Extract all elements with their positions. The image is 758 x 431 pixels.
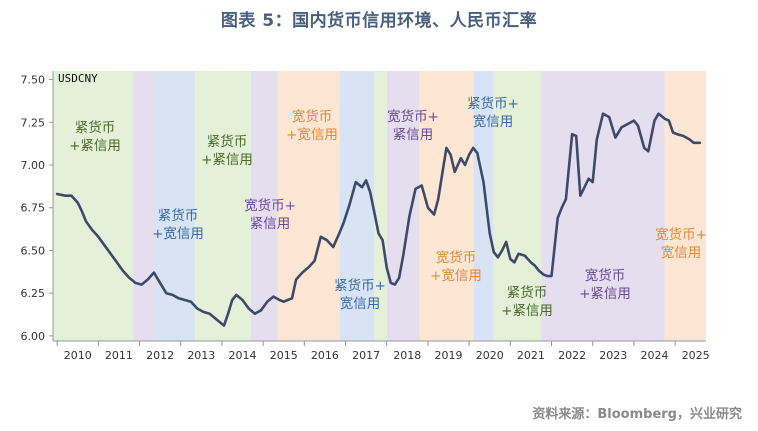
regime-annotation: 宽货币+紧信用 xyxy=(387,108,439,143)
x-tick-label: 2017 xyxy=(352,349,380,362)
y-tick-label: 7.00 xyxy=(21,159,46,172)
regime-band-13 xyxy=(664,71,706,341)
regime-band-6 xyxy=(339,71,375,341)
axes xyxy=(52,71,706,342)
regime-annotation: 紧货币+宽信用 xyxy=(152,207,204,242)
regime-annotation: 宽货币+紧信用 xyxy=(244,197,296,232)
x-tick-label: 2011 xyxy=(105,349,133,362)
regime-annotation: 紧货币+紧信用 xyxy=(69,119,121,154)
usdcny-line xyxy=(55,112,702,327)
x-tick-label: 2019 xyxy=(435,349,463,362)
x-tick-label: 2015 xyxy=(270,349,298,362)
x-tick-label: 2024 xyxy=(641,349,669,362)
x-tick-label: 2016 xyxy=(311,349,339,362)
y-axis-ticks: 6.00 6.25 6.50 6.75 7.00 7.25 7.50 xyxy=(21,74,53,343)
x-axis-ticks: 2010 2011 2012 2013 2014 2015 2016 2017 2018 2019… xyxy=(56,341,710,362)
regime-annotation: 紧货币+宽信用 xyxy=(334,277,386,312)
regime-bands xyxy=(53,71,706,341)
regime-band-3 xyxy=(195,71,251,341)
y-tick-label: 6.50 xyxy=(21,244,46,257)
x-tick-label: 2021 xyxy=(517,349,545,362)
regime-band-7 xyxy=(374,71,387,341)
series-label: USDCNY xyxy=(58,72,98,85)
regime-annotations: 紧货币+紧信用紧货币+宽信用紧货币+紧信用宽货币+紧信用宽货币+宽信用紧货币+宽… xyxy=(69,95,707,319)
regime-band-5 xyxy=(277,71,340,341)
regime-annotation: 宽货币+宽信用 xyxy=(430,249,482,284)
x-tick-label: 2020 xyxy=(476,349,504,362)
y-tick-label: 7.25 xyxy=(21,116,46,129)
x-tick-label: 2014 xyxy=(229,349,257,362)
regime-annotation: 宽货币+宽信用 xyxy=(286,108,338,143)
regime-annotation: 紧货币+紧信用 xyxy=(201,133,253,168)
x-tick-label: 2023 xyxy=(599,349,627,362)
x-tick-label: 2018 xyxy=(393,349,421,362)
regime-band-0 xyxy=(53,71,134,341)
regime-annotation: 宽货币+紧信用 xyxy=(579,267,631,302)
regime-annotation: 紧货币+紧信用 xyxy=(501,284,553,319)
y-tick-label: 6.75 xyxy=(21,202,46,215)
regime-band-8 xyxy=(386,71,420,341)
regime-annotation: 宽货币+宽信用 xyxy=(655,226,707,261)
y-tick-label: 6.25 xyxy=(21,287,46,300)
x-tick-label: 2010 xyxy=(64,349,92,362)
x-tick-label: 2013 xyxy=(187,349,215,362)
regime-band-11 xyxy=(493,71,542,341)
regime-band-10 xyxy=(473,71,494,341)
regime-band-1 xyxy=(133,71,156,341)
page-title: 图表 5：国内货币信用环境、人民币汇率 xyxy=(220,11,538,31)
y-tick-label: 7.50 xyxy=(21,74,46,87)
x-tick-label: 2012 xyxy=(146,349,174,362)
x-tick-label: 2022 xyxy=(558,349,586,362)
y-tick-label: 6.00 xyxy=(21,330,46,343)
x-tick-label: 2025 xyxy=(682,349,710,362)
regime-annotation: 紧货币+宽信用 xyxy=(467,95,519,130)
source-note: 资料来源：Bloomberg，兴业研究 xyxy=(532,407,742,422)
